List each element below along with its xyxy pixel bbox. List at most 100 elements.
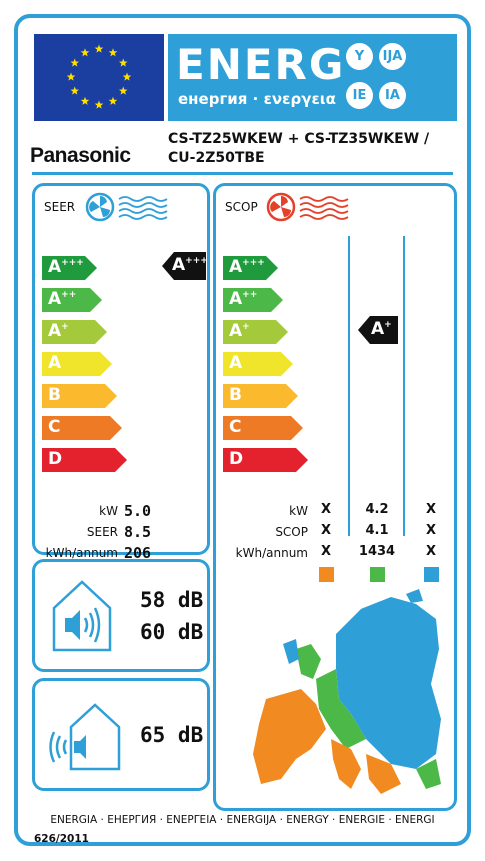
europe-climate-map-icon [241,589,451,808]
footer-languages: ENERGIA · ЕНЕРГИЯ · ΕΝΕΡΓΕΙΑ · ENERGIJA … [50,814,435,826]
indoor-speaker-icon [49,576,115,660]
scop-rating-plus: + [384,320,392,330]
seer-row-label: kW [99,504,118,518]
seer-rating-letter: A [172,255,186,275]
seer-class-bar: A+ [42,320,107,344]
seer-class-label: D [48,449,63,469]
eu-star-icon [122,72,132,81]
eu-star-icon [108,48,118,57]
seer-panel: SEER A+++ A++ A+ A B C D A+++ kW 5.0 SEER 8.5 … [32,183,210,562]
scop-row-label: SCOP [275,525,308,539]
zone-swatch-warmer [319,567,334,582]
lang-badge-ie: IE [346,82,373,109]
seer-row-value: 206 [124,544,152,562]
eu-star-icon [94,100,104,109]
seer-row-label: kWh/annum [45,546,118,560]
eu-star-icon [118,86,128,95]
eu-star-icon [70,58,80,67]
lang-badge-ia: IA [379,82,406,109]
scop-value-colder: X [425,523,437,538]
scop-class-bar: A [223,352,293,376]
zone-swatch-average [370,567,385,582]
scop-class-label: A+ [229,321,250,341]
indoor-noise-value: 60 dB [140,620,204,644]
scop-class-bar: D [223,448,308,472]
scop-panel: SCOP A+++ A++ A+ A B C D A+ kW X 4.2 X SCOP X … [213,183,457,811]
column-divider [348,236,350,536]
scop-rating-letter: A [371,319,385,339]
seer-class-bar: A+++ [42,256,97,280]
scop-class-label: B [229,385,242,405]
eu-star-icon [118,58,128,67]
seer-class-label: A [48,353,62,373]
seer-class-bar: C [42,416,122,440]
outdoor-speaker-icon [49,695,121,779]
eu-star-icon [108,96,118,105]
indoor-noise-value: 58 dB [140,588,204,612]
scop-value-colder: X [425,544,437,559]
scop-class-bar: A++ [223,288,283,312]
seer-class-label: C [48,417,61,437]
scop-value-warmer: X [320,523,332,538]
scop-value-colder: X [425,502,437,517]
eu-star-icon [80,96,90,105]
indoor-noise-panel: 58 dB 60 dB [32,559,210,672]
outdoor-noise-value: 65 dB [140,723,204,747]
seer-rating-label: A+++ [172,255,208,275]
scop-class-bar: A+++ [223,256,278,280]
seer-class-bar: D [42,448,127,472]
scop-class-label: A [229,353,243,373]
scop-class-bar: B [223,384,298,408]
lang-badge-y: Y [346,43,373,70]
scop-value-warmer: X [320,544,332,559]
scop-rating-label: A+ [371,319,392,339]
scop-class-label: A+++ [229,257,265,277]
zone-swatch-colder [424,567,439,582]
seer-class-label: A+++ [48,257,84,277]
seer-rating-plus: +++ [185,256,208,266]
scop-value-average: 1434 [358,544,396,559]
scop-class-label: A++ [229,289,258,309]
eu-flag-icon [34,34,164,121]
heating-fan-icon [266,190,356,228]
outdoor-noise-panel: 65 dB [32,678,210,791]
eu-star-icon [94,44,104,53]
seer-row-label: SEER [86,525,118,539]
scop-rating-arrow: A+ [358,316,398,344]
seer-class-bar: B [42,384,117,408]
eu-star-icon [66,72,76,81]
energy-banner [168,34,457,121]
header-divider [32,172,453,175]
scop-row-label: kWh/annum [235,546,308,560]
scop-title: SCOP [225,200,258,214]
eu-star-icon [80,48,90,57]
scop-value-warmer: X [320,502,332,517]
energy-title: ENERG [176,40,346,89]
seer-class-label: A+ [48,321,69,341]
energy-subtitle: енергия · ενεργεια [178,90,336,108]
energy-label: ENERG енергия · ενεργεια Y IJA IE IA Pan… [14,14,471,846]
model-line-2: CU-2Z50TBE [168,150,265,166]
scop-class-label: D [229,449,244,469]
seer-class-bar: A [42,352,112,376]
cooling-fan-icon [85,190,175,228]
eu-star-icon [70,86,80,95]
seer-title: SEER [44,200,76,214]
scop-class-label: C [229,417,242,437]
scop-value-average: 4.1 [365,523,389,538]
regulation-number: 626/2011 [34,833,89,845]
seer-class-label: A++ [48,289,77,309]
scop-row-label: kW [289,504,308,518]
supplier-name: Panasonic [30,144,131,167]
scop-value-average: 4.2 [365,502,389,517]
model-line-1: CS-TZ25WKEW + CS-TZ35WKEW / [168,131,430,147]
lang-badge-ija: IJA [379,43,406,70]
column-divider [403,236,405,536]
seer-class-bar: A++ [42,288,102,312]
seer-row-value: 8.5 [124,523,152,541]
seer-class-label: B [48,385,61,405]
scop-class-bar: A+ [223,320,288,344]
seer-rating-arrow: A+++ [162,252,208,280]
scop-class-bar: C [223,416,303,440]
seer-row-value: 5.0 [124,502,152,520]
